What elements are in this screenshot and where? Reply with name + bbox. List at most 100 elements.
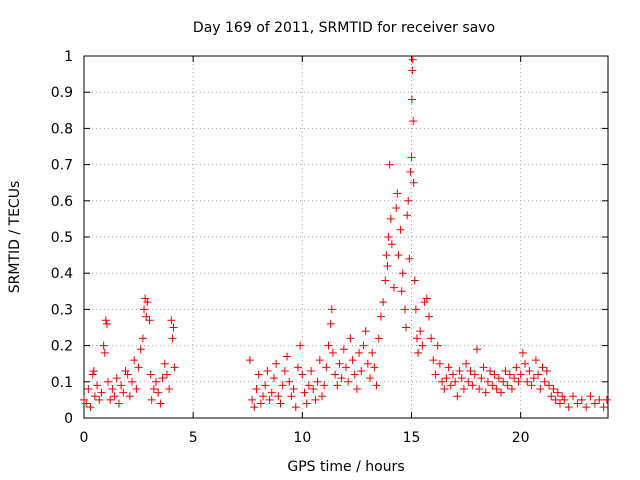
data-point	[459, 385, 468, 394]
data-point	[130, 356, 139, 365]
data-point	[497, 388, 506, 397]
data-point	[158, 374, 167, 383]
y-tick-label: 0.5	[51, 230, 73, 246]
data-point	[455, 366, 464, 375]
data-point	[287, 392, 296, 401]
data-point	[311, 395, 320, 404]
data-point	[101, 316, 110, 325]
data-point	[134, 363, 143, 372]
data-point	[475, 385, 484, 394]
data-point	[531, 356, 540, 365]
data-point	[396, 225, 405, 234]
data-point	[317, 392, 326, 401]
data-point	[366, 374, 375, 383]
data-point	[128, 377, 137, 386]
data-point	[339, 345, 348, 354]
data-point	[272, 359, 281, 368]
data-point	[448, 370, 457, 379]
data-point	[553, 388, 562, 397]
data-point	[503, 381, 512, 390]
data-point	[433, 341, 442, 350]
y-tick-label: 0.1	[51, 375, 73, 391]
data-point	[398, 269, 407, 278]
data-point	[435, 359, 444, 368]
data-point	[410, 276, 419, 285]
data-point	[540, 377, 549, 386]
data-point	[514, 377, 523, 386]
data-point	[381, 276, 390, 285]
data-point	[549, 385, 558, 394]
data-point	[564, 403, 573, 412]
data-point	[259, 392, 268, 401]
data-point	[429, 356, 438, 365]
data-point	[90, 392, 99, 401]
data-point	[296, 341, 305, 350]
data-point	[483, 377, 492, 386]
data-point	[315, 356, 324, 365]
data-point	[444, 363, 453, 372]
data-point	[527, 381, 536, 390]
data-point	[117, 381, 126, 390]
data-point	[408, 66, 417, 75]
data-point	[156, 399, 165, 408]
data-point	[501, 366, 510, 375]
x-tick-label: 0	[80, 430, 89, 446]
y-tick-label: 0.2	[51, 339, 73, 355]
data-point	[383, 261, 392, 270]
data-point	[346, 334, 355, 343]
data-point	[170, 363, 179, 372]
data-point	[376, 312, 385, 321]
data-point	[516, 370, 525, 379]
y-tick-label: 0.8	[51, 121, 73, 137]
data-point	[409, 178, 418, 187]
data-point	[125, 392, 134, 401]
data-point	[95, 395, 104, 404]
data-point	[84, 385, 93, 394]
data-point	[386, 214, 395, 223]
data-point	[108, 385, 117, 394]
data-point	[374, 334, 383, 343]
data-point	[140, 305, 149, 314]
data-point	[453, 392, 462, 401]
data-point	[451, 377, 460, 386]
data-point	[523, 377, 532, 386]
data-point	[438, 377, 447, 386]
data-point	[507, 385, 516, 394]
data-point	[327, 305, 336, 314]
data-point	[344, 377, 353, 386]
data-point	[494, 374, 503, 383]
data-point	[143, 298, 152, 307]
data-point	[162, 370, 171, 379]
data-point	[470, 370, 479, 379]
data-point	[479, 363, 488, 372]
data-point	[152, 377, 161, 386]
data-point	[595, 395, 604, 404]
data-point	[382, 251, 391, 260]
data-point	[440, 385, 449, 394]
data-point	[328, 348, 337, 357]
data-point	[558, 392, 567, 401]
data-point	[392, 204, 401, 213]
y-tick-label: 0.7	[51, 158, 73, 174]
data-point	[569, 392, 578, 401]
data-point	[278, 381, 287, 390]
data-point	[573, 399, 582, 408]
data-point	[97, 388, 106, 397]
y-tick-label: 0.6	[51, 194, 73, 210]
data-point	[142, 312, 151, 321]
data-point	[300, 388, 309, 397]
data-point	[145, 316, 154, 325]
data-point	[481, 388, 490, 397]
data-point	[387, 240, 396, 249]
data-point	[324, 341, 333, 350]
data-point	[359, 341, 368, 350]
data-point	[408, 55, 417, 64]
data-point	[488, 381, 497, 390]
x-tick-label: 20	[512, 430, 530, 446]
data-point	[138, 334, 147, 343]
data-point	[431, 370, 440, 379]
data-point	[442, 374, 451, 383]
data-point	[555, 399, 564, 408]
data-point	[457, 374, 466, 383]
data-point	[545, 381, 554, 390]
